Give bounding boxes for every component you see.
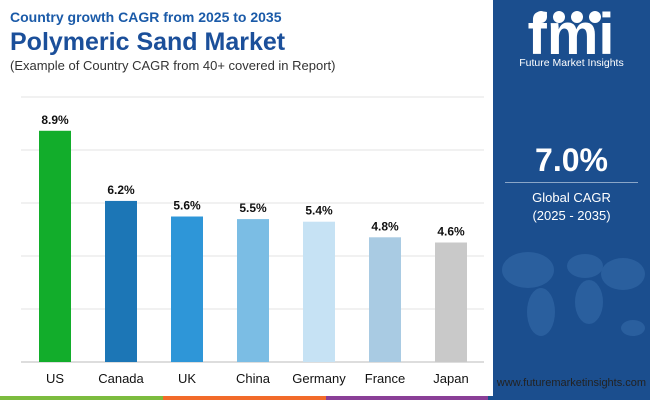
strip-segment-orange	[163, 396, 326, 400]
side-panel: fmi Future Market Insights 7.0% Global C…	[493, 0, 650, 400]
chart-note: (Example of Country CAGR from 40+ covere…	[10, 58, 336, 73]
data-label: 4.6%	[437, 224, 465, 238]
data-label: 5.5%	[239, 201, 267, 215]
bar-uk	[171, 216, 203, 362]
chart-subtitle: Country growth CAGR from 2025 to 2035	[10, 9, 282, 25]
bar-chart: 8.9% US 6.2% Canada 5.6% UK 5.5% China 5.4% Germa…	[21, 96, 484, 386]
logo-dot-icon	[553, 11, 565, 23]
x-tick-label: France	[365, 371, 405, 386]
fmi-logo: fmi	[528, 6, 615, 67]
x-tick-label: Canada	[98, 371, 144, 386]
data-label: 5.4%	[305, 204, 333, 218]
global-cagr-period: (2025 - 2035)	[532, 208, 611, 223]
strip-segment-green	[0, 396, 163, 400]
data-label: 4.8%	[371, 219, 399, 233]
data-label: 5.6%	[173, 199, 201, 213]
logo-caption: Future Market Insights	[519, 57, 624, 69]
global-cagr-title: Global CAGR	[532, 190, 611, 205]
data-label: 6.2%	[107, 183, 135, 197]
bar-us	[39, 130, 71, 362]
bottom-color-strip	[0, 396, 650, 400]
bar-japan	[435, 242, 467, 362]
world-map-decoration	[502, 252, 645, 336]
global-cagr-label: Global CAGR (2025 - 2035)	[493, 189, 650, 225]
global-cagr-value: 7.0%	[535, 142, 608, 178]
x-tick-label: UK	[178, 371, 196, 386]
x-tick-label: Japan	[433, 371, 468, 386]
panel-divider	[505, 182, 638, 183]
chart-header: Country growth CAGR from 2025 to 2035 Po…	[10, 8, 480, 74]
x-tick-label: Germany	[292, 371, 346, 386]
website-link[interactable]: www.futuremarketinsights.com	[496, 377, 647, 389]
bar-france	[369, 237, 401, 362]
logo-dot-icon	[535, 11, 547, 23]
strip-segment-purple	[326, 396, 488, 400]
strip-segment-blue	[488, 396, 650, 400]
data-label: 8.9%	[41, 113, 69, 127]
bar-germany	[303, 221, 335, 362]
x-tick-label: China	[236, 371, 271, 386]
chart-title: Polymeric Sand Market	[10, 28, 286, 56]
logo-dot-icon	[571, 11, 583, 23]
logo-dot-icon	[589, 11, 601, 23]
bar-china	[237, 219, 269, 362]
x-tick-label: US	[46, 371, 64, 386]
bar-canada	[105, 200, 137, 362]
